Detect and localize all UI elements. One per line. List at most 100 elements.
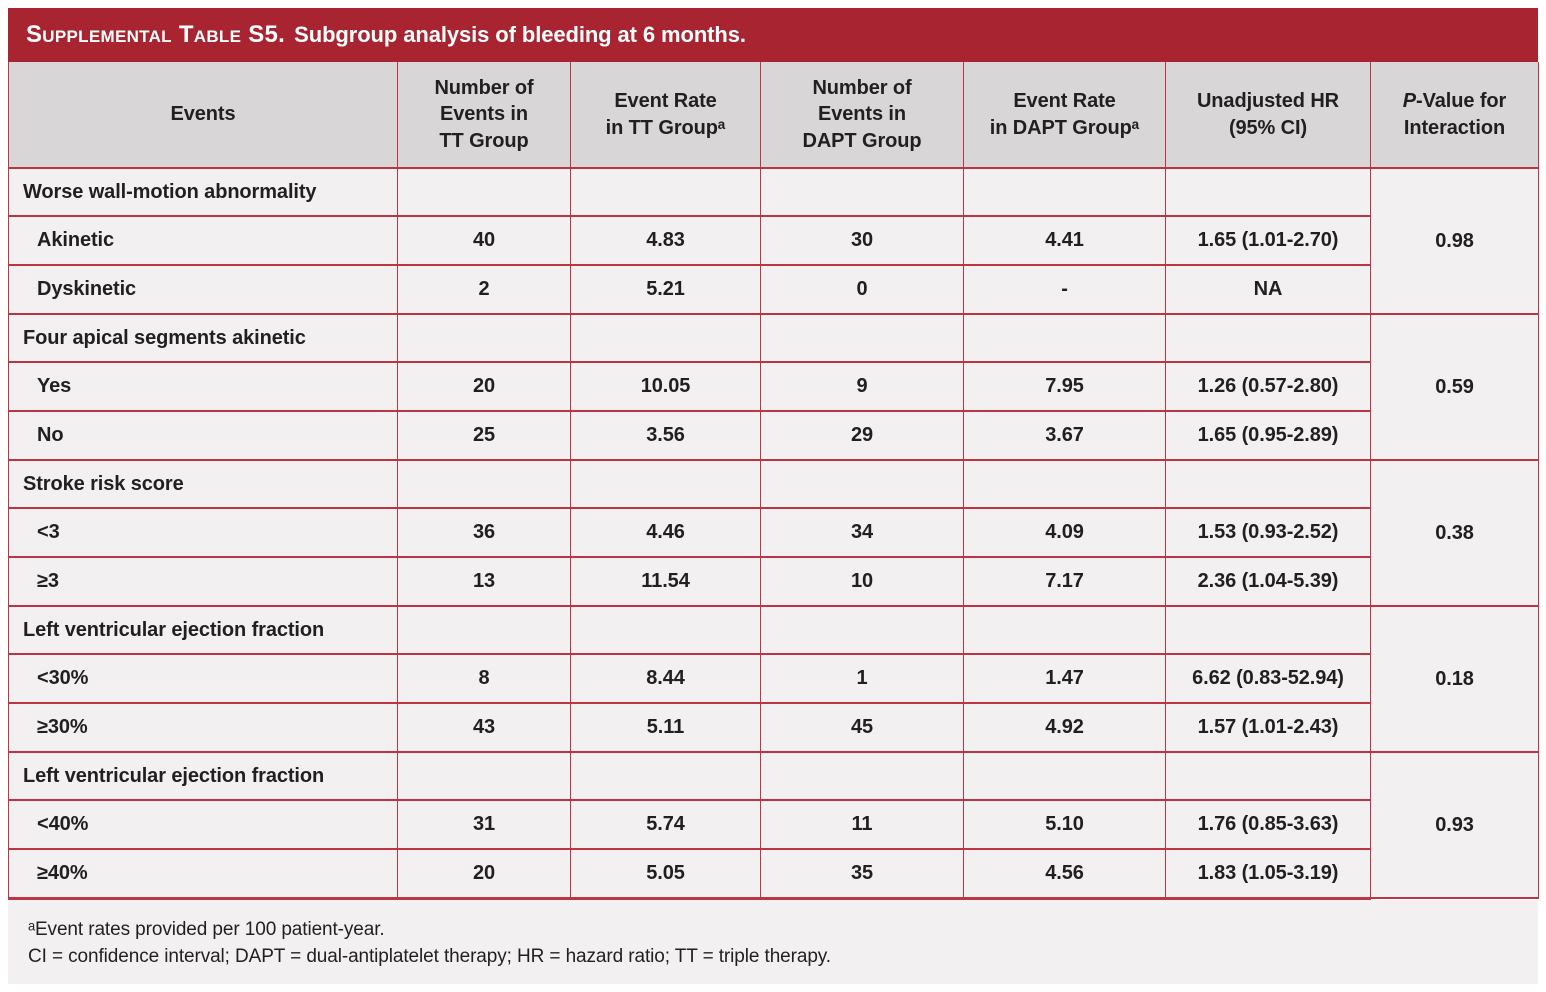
column-header-n-dapt: Number of Events in DAPT Group (760, 62, 964, 169)
row-label: <30% (8, 653, 398, 704)
row-label: ≥3 (8, 556, 398, 607)
cell-n-dapt: 35 (760, 848, 964, 900)
table-title-label: Supplemental Table S5. (26, 21, 286, 48)
row-label: <3 (8, 507, 398, 558)
cell-rate-dapt: 7.17 (963, 556, 1166, 607)
footnote-event-rate: ᵃEvent rates provided per 100 patient-ye… (28, 918, 385, 940)
group-header-label: Four apical segments akinetic (8, 313, 398, 363)
cell-n-dapt: 29 (760, 410, 964, 461)
cell-n-tt: 13 (397, 556, 571, 607)
group-row: Stroke risk score 0.38 (8, 459, 1539, 607)
empty-cell (397, 313, 571, 363)
cell-hr: 1.76 (0.85-3.63) (1165, 799, 1371, 850)
empty-cell (1165, 751, 1371, 801)
cell-n-tt: 2 (397, 264, 571, 315)
cell-rate-dapt: - (963, 264, 1166, 315)
empty-cell (1165, 167, 1371, 217)
cell-n-dapt: 10 (760, 556, 964, 607)
cell-rate-dapt: 3.67 (963, 410, 1166, 461)
data-row: <40% 31 5.74 11 5.10 1.76 (0.85-3.63) (8, 799, 1539, 850)
table-footnotes: ᵃEvent rates provided per 100 patient-ye… (8, 899, 1538, 984)
cell-pvalue: 0.18 (1370, 605, 1539, 753)
cell-hr: 1.26 (0.57-2.80) (1165, 361, 1371, 412)
empty-cell (760, 605, 964, 655)
supplemental-table-s5: Supplemental Table S5. Subgroup analysis… (8, 8, 1539, 984)
empty-cell (760, 751, 964, 801)
cell-rate-dapt: 1.47 (963, 653, 1166, 704)
cell-rate-dapt: 4.56 (963, 848, 1166, 900)
cell-hr: NA (1165, 264, 1371, 315)
group-row: Worse wall-motion abnormality 0.98 (8, 167, 1539, 315)
cell-n-dapt: 9 (760, 361, 964, 412)
group-row: Left ventricular ejection fraction 0.18 (8, 605, 1539, 753)
data-row: No 25 3.56 29 3.67 1.65 (0.95-2.89) (8, 410, 1539, 461)
cell-rate-tt: 8.44 (570, 653, 761, 704)
empty-cell (963, 751, 1166, 801)
empty-cell (963, 605, 1166, 655)
cell-hr: 1.83 (1.05-3.19) (1165, 848, 1371, 900)
group-header-label: Left ventricular ejection fraction (8, 751, 398, 801)
column-header-hr: Unadjusted HR (95% CI) (1165, 62, 1371, 169)
cell-n-tt: 20 (397, 361, 571, 412)
cell-rate-tt: 5.11 (570, 702, 761, 753)
cell-rate-dapt: 4.41 (963, 215, 1166, 266)
data-row: ≥40% 20 5.05 35 4.56 1.83 (1.05-3.19) (8, 848, 1539, 900)
cell-rate-tt: 5.05 (570, 848, 761, 900)
cell-n-tt: 43 (397, 702, 571, 753)
header-row: Events Number of Events in TT Group Even… (8, 62, 1539, 169)
cell-rate-tt: 5.74 (570, 799, 761, 850)
cell-n-dapt: 30 (760, 215, 964, 266)
cell-pvalue: 0.98 (1370, 167, 1539, 315)
cell-hr: 1.65 (0.95-2.89) (1165, 410, 1371, 461)
data-row: <30% 8 8.44 1 1.47 6.62 (0.83-52.94) (8, 653, 1539, 704)
cell-n-dapt: 0 (760, 264, 964, 315)
cell-n-dapt: 45 (760, 702, 964, 753)
cell-pvalue: 0.59 (1370, 313, 1539, 461)
cell-n-dapt: 1 (760, 653, 964, 704)
cell-hr: 1.65 (1.01-2.70) (1165, 215, 1371, 266)
cell-pvalue: 0.38 (1370, 459, 1539, 607)
data-row: Yes 20 10.05 9 7.95 1.26 (0.57-2.80) (8, 361, 1539, 412)
row-label: Akinetic (8, 215, 398, 266)
cell-n-dapt: 11 (760, 799, 964, 850)
cell-rate-tt: 10.05 (570, 361, 761, 412)
cell-rate-tt: 4.46 (570, 507, 761, 558)
row-label: ≥40% (8, 848, 398, 900)
column-header-events: Events (8, 62, 398, 169)
cell-hr: 1.57 (1.01-2.43) (1165, 702, 1371, 753)
empty-cell (570, 605, 761, 655)
empty-cell (1165, 605, 1371, 655)
table-title-text: Subgroup analysis of bleeding at 6 month… (294, 22, 746, 47)
empty-cell (1165, 313, 1371, 363)
empty-cell (397, 751, 571, 801)
data-row: ≥30% 43 5.11 45 4.92 1.57 (1.01-2.43) (8, 702, 1539, 753)
pvalue-header-rest: -Value for Interaction (1403, 90, 1507, 139)
empty-cell (397, 605, 571, 655)
cell-n-tt: 40 (397, 215, 571, 266)
cell-rate-dapt: 7.95 (963, 361, 1166, 412)
data-row: ≥3 13 11.54 10 7.17 2.36 (1.04-5.39) (8, 556, 1539, 607)
cell-rate-tt: 3.56 (570, 410, 761, 461)
group-header-label: Worse wall-motion abnormality (8, 167, 398, 217)
row-label: ≥30% (8, 702, 398, 753)
data-row: Akinetic 40 4.83 30 4.41 1.65 (1.01-2.70… (8, 215, 1539, 266)
cell-pvalue: 0.93 (1370, 751, 1539, 899)
cell-hr: 6.62 (0.83-52.94) (1165, 653, 1371, 704)
cell-rate-dapt: 5.10 (963, 799, 1166, 850)
cell-n-tt: 8 (397, 653, 571, 704)
group-row: Left ventricular ejection fraction 0.93 (8, 751, 1539, 899)
cell-n-dapt: 34 (760, 507, 964, 558)
cell-n-tt: 25 (397, 410, 571, 461)
empty-cell (570, 459, 761, 509)
column-header-rate-tt: Event Rate in TT Groupᵃ (570, 62, 761, 169)
cell-rate-dapt: 4.92 (963, 702, 1166, 753)
empty-cell (760, 167, 964, 217)
empty-cell (760, 459, 964, 509)
data-row: <3 36 4.46 34 4.09 1.53 (0.93-2.52) (8, 507, 1539, 558)
row-label: Yes (8, 361, 398, 412)
cell-rate-tt: 5.21 (570, 264, 761, 315)
empty-cell (570, 751, 761, 801)
group-header-label: Stroke risk score (8, 459, 398, 509)
column-header-pvalue: P-Value for Interaction (1370, 62, 1539, 169)
cell-hr: 2.36 (1.04-5.39) (1165, 556, 1371, 607)
